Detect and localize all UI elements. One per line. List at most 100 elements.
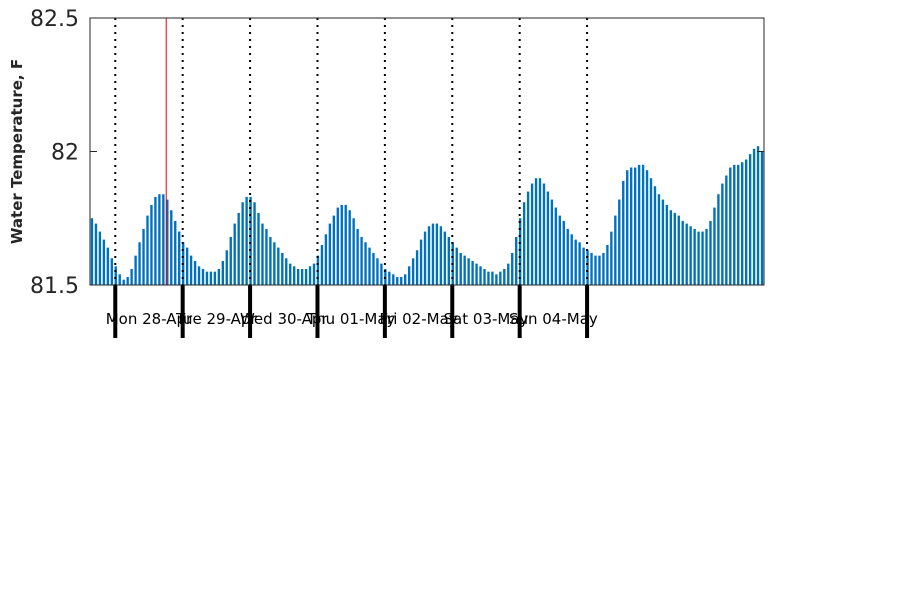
day-label: Mon 28-Apr bbox=[106, 310, 193, 328]
bar bbox=[661, 199, 665, 285]
bar bbox=[273, 242, 276, 285]
bar bbox=[217, 268, 221, 285]
bar bbox=[360, 236, 363, 285]
bar bbox=[118, 274, 121, 285]
bar bbox=[701, 231, 704, 285]
bar bbox=[697, 231, 700, 285]
bar bbox=[566, 228, 569, 285]
bar bbox=[174, 220, 177, 285]
y-ticks-layer: 81.5 82 82.5 bbox=[30, 7, 764, 299]
bar bbox=[304, 268, 308, 285]
bar bbox=[487, 271, 490, 285]
bar bbox=[328, 223, 332, 285]
bar bbox=[296, 268, 300, 285]
bar bbox=[233, 223, 236, 285]
bar bbox=[677, 215, 680, 285]
bar bbox=[154, 196, 157, 285]
bar bbox=[407, 266, 411, 285]
bar bbox=[146, 215, 149, 285]
bar bbox=[475, 263, 478, 285]
bar bbox=[665, 204, 669, 285]
y-tick-label: 82 bbox=[51, 141, 79, 166]
bar bbox=[126, 276, 129, 285]
bar bbox=[495, 274, 498, 285]
bar bbox=[205, 271, 209, 285]
bar bbox=[546, 191, 550, 285]
bar bbox=[340, 204, 343, 285]
bar bbox=[419, 239, 423, 285]
bar bbox=[570, 234, 573, 285]
bar bbox=[713, 207, 716, 285]
bar bbox=[483, 268, 486, 285]
bar bbox=[372, 252, 375, 285]
bar bbox=[705, 228, 708, 285]
bar bbox=[633, 167, 637, 285]
bar bbox=[455, 247, 458, 285]
bar bbox=[380, 263, 383, 285]
bar bbox=[400, 276, 403, 285]
bar bbox=[467, 258, 470, 285]
bar bbox=[241, 202, 244, 285]
bar bbox=[491, 271, 494, 285]
bar bbox=[756, 146, 760, 285]
bar bbox=[657, 194, 661, 285]
bar bbox=[130, 268, 133, 285]
bar bbox=[669, 210, 673, 285]
bar bbox=[348, 210, 351, 285]
bar bbox=[142, 228, 145, 285]
bar bbox=[673, 212, 676, 285]
bar bbox=[94, 223, 98, 285]
bar bbox=[193, 260, 197, 285]
bar bbox=[538, 178, 542, 285]
bar bbox=[459, 252, 462, 285]
bar bbox=[166, 199, 169, 285]
bar bbox=[249, 196, 252, 285]
bar bbox=[110, 258, 113, 285]
bar bbox=[277, 247, 280, 285]
bar bbox=[530, 183, 534, 285]
bar bbox=[114, 266, 117, 285]
bar bbox=[503, 268, 506, 285]
bar bbox=[526, 191, 530, 285]
bar bbox=[312, 263, 316, 285]
bar bbox=[332, 215, 336, 285]
bar bbox=[721, 183, 724, 285]
bar bbox=[201, 268, 205, 285]
bar bbox=[368, 247, 371, 285]
bar bbox=[618, 199, 621, 285]
bar bbox=[447, 236, 450, 285]
bar bbox=[257, 212, 260, 285]
bar bbox=[645, 170, 649, 285]
day-label: Tue 29-Apr bbox=[175, 310, 257, 328]
bar bbox=[681, 220, 684, 285]
bar bbox=[614, 215, 617, 285]
bar bbox=[344, 204, 347, 285]
bar bbox=[90, 218, 94, 285]
bar bbox=[479, 266, 482, 285]
y-axis-label: Water Temperature, F bbox=[8, 59, 26, 244]
bars-layer bbox=[90, 146, 764, 285]
bar bbox=[185, 247, 189, 285]
bar bbox=[289, 263, 292, 285]
bar bbox=[98, 231, 102, 285]
bar bbox=[189, 255, 193, 285]
bar bbox=[594, 255, 597, 285]
bar bbox=[637, 164, 641, 285]
bar bbox=[158, 194, 161, 285]
bar bbox=[150, 204, 153, 285]
bar bbox=[229, 236, 232, 285]
bar bbox=[178, 231, 181, 285]
bar bbox=[443, 231, 447, 285]
bar bbox=[518, 218, 522, 285]
bar bbox=[292, 266, 296, 285]
bar bbox=[384, 268, 387, 285]
bar bbox=[221, 260, 225, 285]
bar bbox=[336, 207, 339, 285]
bar bbox=[542, 183, 546, 285]
bar bbox=[641, 164, 645, 285]
bar bbox=[213, 271, 217, 285]
bar bbox=[463, 255, 466, 285]
bar bbox=[388, 271, 391, 285]
